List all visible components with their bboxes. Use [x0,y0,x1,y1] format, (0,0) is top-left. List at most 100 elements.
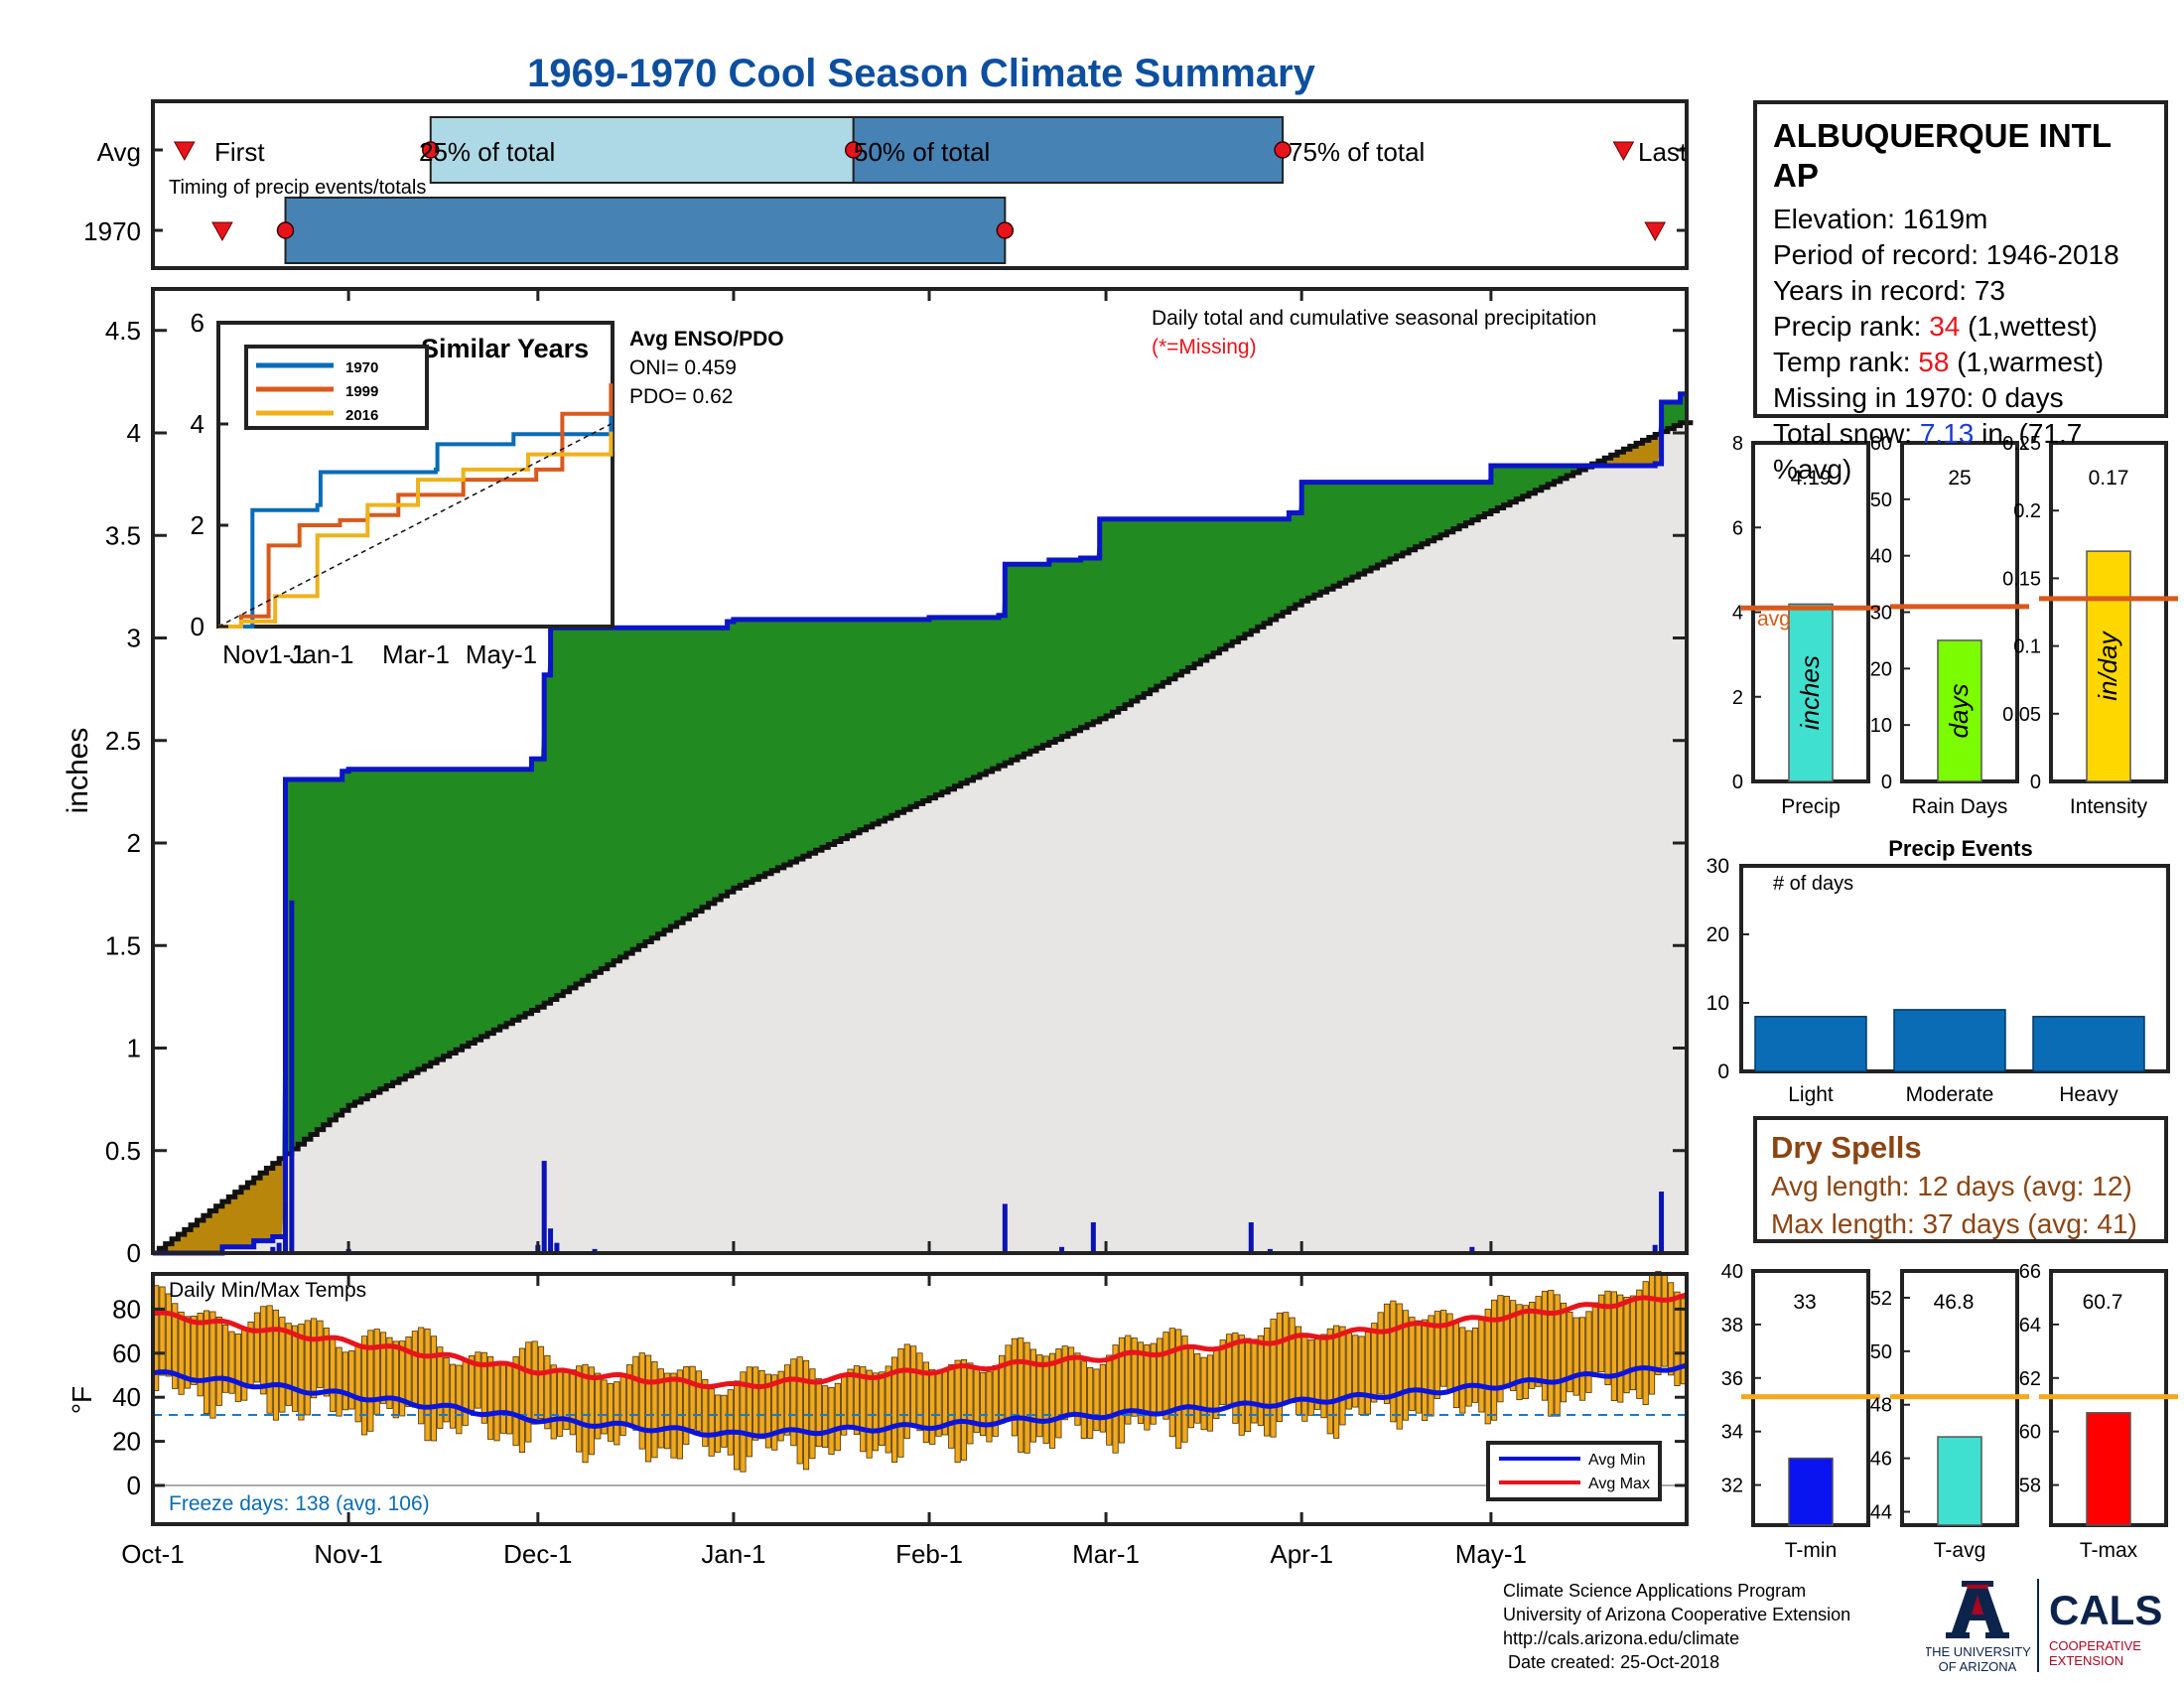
daily-temp-bar [1484,1309,1491,1425]
daily-temp-bar [1629,1295,1637,1391]
tsum-value-1: 46.8 [1934,1291,1975,1314]
daily-temp-bar [475,1351,481,1409]
daily-precip-bar [548,1228,554,1253]
daily-temp-bar [588,1366,595,1456]
daily-temp-bar [657,1368,664,1449]
events-ytick-label: 30 [1706,855,1729,878]
main-caption: Daily total and cumulative seasonal prec… [1152,307,1596,330]
daily-temp-bar [777,1370,784,1442]
daily-temp-bar [1636,1289,1643,1399]
events-bar-heavy [2032,1016,2145,1072]
daily-temp-bar [1219,1339,1226,1405]
daily-temp-bar [1251,1338,1258,1424]
daily-temp-bar [929,1368,936,1445]
daily-temp-bar [1036,1354,1043,1438]
daily-temp-bar [828,1386,835,1455]
inset-ytick-label: 2 [191,510,205,540]
temp-rank-value: 58 [1918,347,1950,377]
daily-temp-bar [607,1383,614,1442]
daily-temp-bar [191,1316,198,1385]
summary-ytick-label: 0.05 [2002,704,2041,726]
daily-temp-bar [1655,1270,1662,1375]
daily-temp-bar [872,1372,880,1452]
tsum-ytick-label: 52 [1870,1288,1892,1310]
daily-temp-bar [601,1379,608,1435]
daily-temp-bar [1150,1342,1157,1425]
avg-cumulative-line [153,420,1694,1256]
daily-temp-bar [222,1324,229,1393]
daily-temp-bar [1087,1366,1094,1439]
daily-temp-bar [1591,1302,1598,1377]
daily-temp-bar [1560,1302,1568,1403]
daily-temp-bar [159,1286,166,1376]
daily-temp-bar [764,1373,771,1449]
daily-temp-bar [411,1331,418,1408]
daily-temp-bar [1206,1354,1214,1432]
timing-last-label: Last [1638,137,1688,167]
main-ytick-label: 4.5 [105,316,141,346]
daily-temp-bar [1648,1273,1656,1395]
daily-temp-bar [165,1293,172,1377]
daily-temp-bar [291,1325,299,1412]
daily-temp-bar [714,1394,722,1453]
avg-first-marker [173,141,196,162]
y1970-last-marker [1644,221,1667,242]
temp-ytick-label: 40 [112,1382,141,1412]
precip-events-panel: Precip Events Light Moderate Heavy0102030 … [1706,836,2170,1106]
daily-temp-bar [1428,1315,1434,1417]
station-name: ALBUQUERQUE INTL AP [1773,117,2112,194]
enso-title: Avg ENSO/PDO [629,328,784,351]
timing-first-label: First [214,137,265,167]
daily-temp-bar [632,1355,639,1431]
footer-university: University of Arizona Cooperative Extens… [1503,1605,1851,1624]
daily-temp-bar [1371,1323,1378,1403]
temp-title: Daily Min/Max Temps [169,1279,366,1302]
inset-ytick-label: 4 [191,409,205,439]
daily-precip-bar [1248,1222,1254,1253]
events-ylabel: # of days [1773,873,1853,895]
daily-temp-bar [664,1372,671,1450]
summary-ytick-label: 0.1 [2013,636,2041,658]
daily-temp-bar [330,1337,337,1412]
daily-temp-bar [550,1364,557,1440]
daily-temp-bar [1516,1304,1523,1401]
daily-temp-bar [1390,1300,1397,1423]
daily-temp-bar [1283,1312,1290,1405]
tsum-ytick-label: 58 [2019,1476,2041,1497]
dry-spells-title: Dry Spells [1771,1130,1922,1165]
summary-ytick-label: 10 [1870,715,1892,737]
inset-xtick-label: Nov1-1 [222,639,306,669]
daily-temp-bar [1668,1282,1675,1376]
daily-precip-bar [1267,1248,1273,1253]
daily-temp-bar [1383,1303,1391,1404]
dry-spells-box: Dry Spells Avg length: 12 days (avg: 12)… [1753,1116,2168,1243]
summary-ytick-label: 0.2 [2013,500,2041,522]
events-label: Heavy [2059,1083,2118,1106]
daily-temp-bar [1674,1291,1681,1386]
summary-ytick-label: 4 [1732,603,1743,625]
figure-title: 1969-1970 Cool Season Climate Summary [527,52,1315,95]
daily-temp-bar [1522,1305,1529,1399]
daily-temp-bar [1200,1356,1207,1431]
avg-last-marker [1612,141,1635,162]
main-ytick-label: 0 [127,1238,141,1268]
events-bar-moderate [1893,1009,2006,1072]
seasonal-avg-area [153,422,1687,1253]
daily-temp-bar [360,1336,368,1436]
daily-temp-bar [1503,1296,1510,1389]
daily-temp-bar [815,1378,822,1448]
snow-avg: %avg) [1773,454,1852,485]
timing-panel: Avg 1970 Timing of precip events/totals … [83,99,1689,270]
daily-temp-bar [392,1340,399,1419]
tsum-bar-2 [2086,1412,2131,1526]
daily-temp-bar [379,1332,387,1404]
month-label: Nov-1 [314,1539,382,1569]
tsum-ytick-label: 40 [1721,1261,1743,1283]
daily-temp-bar [890,1356,898,1464]
timing-row-1970: 1970 [83,216,141,246]
tsum-ytick-label: 44 [1870,1502,1892,1524]
daily-temp-bar [1535,1296,1542,1387]
precip-rank: Precip rank: 34 (1,wettest) [1773,309,2148,345]
daily-temp-bar [285,1323,292,1406]
daily-temp-bar [847,1368,854,1426]
